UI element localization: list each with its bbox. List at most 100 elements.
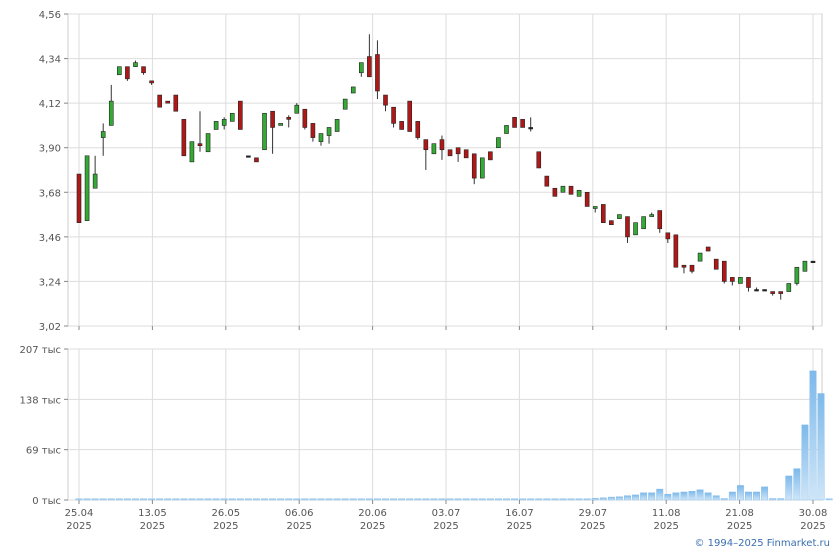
candle-body — [786, 283, 792, 292]
volume-bar — [551, 498, 559, 501]
candle-body — [447, 149, 453, 157]
x-tick-date-label: 06.06 — [285, 508, 314, 519]
volume-bar — [422, 498, 430, 501]
candle — [689, 264, 695, 274]
candle — [181, 119, 187, 157]
volume-bar — [801, 424, 809, 501]
candle — [431, 143, 437, 155]
x-tick-date-label: 30.08 — [799, 508, 828, 519]
candle-body — [673, 234, 679, 268]
candle-body — [778, 291, 784, 294]
price-y-tick-label: 4,56 — [39, 10, 61, 21]
candle-body — [165, 100, 171, 104]
candle-body — [310, 123, 316, 138]
volume-bar — [817, 393, 825, 501]
volume-bar — [777, 498, 785, 501]
x-tick-year-label: 2025 — [507, 521, 532, 532]
candle — [238, 100, 243, 130]
candle-body — [536, 151, 542, 169]
volume-bar — [462, 498, 470, 501]
candle-body — [391, 106, 396, 124]
candle — [576, 189, 582, 197]
candle — [133, 60, 138, 67]
candle — [415, 121, 421, 140]
volume-plot-frame — [67, 348, 823, 501]
volume-bar — [559, 498, 567, 501]
candle-body — [84, 155, 90, 221]
candle — [439, 135, 445, 160]
candle-body — [181, 119, 187, 157]
candle — [125, 66, 130, 81]
candle-body — [149, 80, 154, 84]
candle-body — [318, 133, 324, 142]
volume-bar — [527, 498, 535, 501]
candle-body — [560, 185, 566, 193]
candle-body — [568, 185, 574, 195]
volume-bar — [583, 498, 591, 501]
volume-bar — [591, 497, 599, 501]
volume-bar — [277, 498, 285, 501]
volume-bar — [244, 498, 252, 501]
x-tick-year-label: 2025 — [360, 521, 385, 532]
volume-bar — [414, 498, 422, 501]
volume-bar — [624, 495, 631, 501]
candle — [673, 234, 679, 268]
volume-bar — [123, 498, 131, 501]
candle — [713, 258, 719, 270]
volume-bar — [99, 498, 107, 501]
candle — [447, 149, 453, 157]
price-y-axis: 3,02 3,24 3,46 3,68 3,90 4,12 4,34 4,56 — [39, 10, 68, 333]
price-y-tick-label: 3,02 — [39, 322, 61, 333]
volume-bar — [728, 491, 736, 501]
volume-bar — [478, 498, 486, 501]
candle — [479, 157, 485, 179]
candle — [625, 216, 630, 243]
volume-bar — [454, 498, 462, 501]
candle-body — [375, 54, 380, 92]
volume-bar — [494, 498, 502, 501]
candle — [584, 191, 590, 207]
volume-bar — [261, 498, 268, 501]
candle-body — [665, 232, 671, 240]
candle — [189, 141, 195, 163]
volume-bar — [745, 491, 752, 501]
candle — [76, 173, 82, 223]
candle-body — [584, 191, 590, 207]
volume-bar — [107, 498, 115, 501]
x-tick-date-label: 26.05 — [211, 508, 240, 519]
price-y-tick-label: 3,90 — [39, 144, 61, 155]
candle — [205, 133, 211, 153]
volume-bar — [680, 491, 688, 501]
x-tick-date-label: 13.05 — [138, 508, 167, 519]
x-tick-year-label: 2025 — [286, 521, 311, 532]
volume-y-tick-label: 69 тыс — [26, 446, 61, 457]
candle-body — [423, 139, 429, 151]
volume-bar — [430, 498, 438, 501]
candle — [84, 155, 90, 221]
candle — [302, 108, 308, 130]
candle — [665, 232, 671, 243]
volume-y-axis: 0 тыс 69 тыс 138 тыс 207 тыс — [20, 345, 68, 507]
volume-bar — [615, 496, 623, 501]
volume-bar — [253, 498, 260, 501]
x-tick-date-label: 21.08 — [725, 508, 754, 519]
volume-bar — [648, 492, 656, 501]
candle-body — [754, 289, 759, 292]
volume-y-tick-label: 207 тыс — [20, 345, 61, 356]
candle-body — [738, 277, 743, 284]
candle — [528, 117, 533, 132]
candle-body — [576, 189, 582, 197]
volume-bar — [156, 498, 164, 501]
volume-bar — [656, 488, 664, 501]
candle-body — [625, 216, 630, 238]
volume-bar — [785, 475, 793, 501]
candle-body — [367, 56, 372, 78]
volume-bar — [720, 498, 728, 501]
candle-body — [278, 123, 283, 126]
volume-bar — [535, 498, 543, 501]
volume-bar — [398, 498, 406, 501]
volume-bar — [769, 498, 777, 501]
candle — [560, 185, 566, 193]
x-tick-date-label: 03.07 — [432, 508, 461, 519]
candle-body — [609, 220, 614, 226]
